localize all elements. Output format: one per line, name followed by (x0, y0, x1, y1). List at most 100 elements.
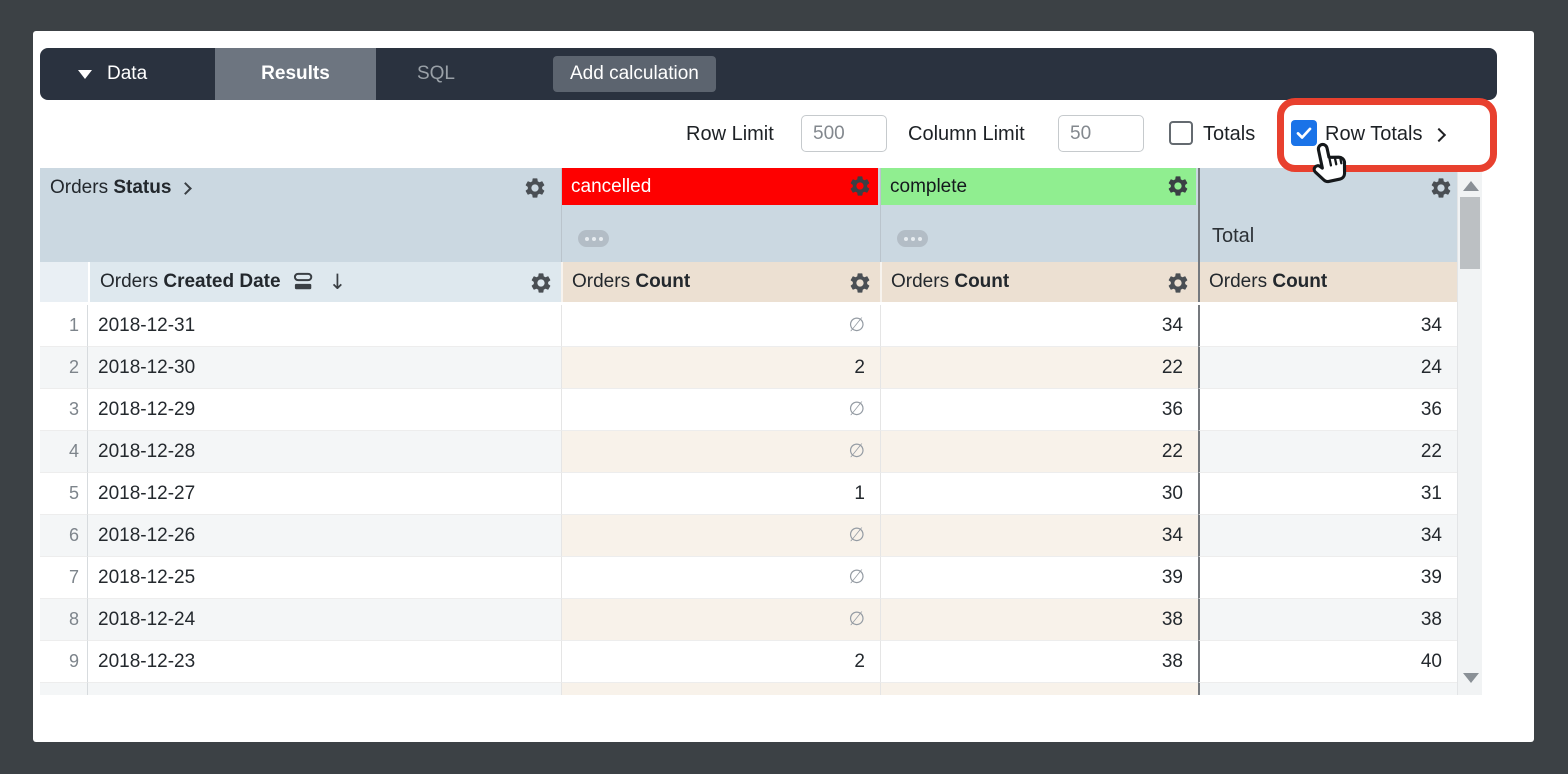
date-cell: 2018-12-30 (88, 347, 561, 389)
table-row: 3 2018-12-29 ∅ 36 36 (40, 389, 1457, 431)
row-number: 1 (40, 305, 88, 347)
scroll-up-arrow[interactable] (1463, 181, 1479, 191)
cancelled-count-cell: 2 (561, 641, 880, 683)
row-number: 6 (40, 515, 88, 557)
table-row: 4 2018-12-28 ∅ 22 22 (40, 431, 1457, 473)
orders-count-header-cancelled[interactable]: Orders Count (561, 262, 880, 302)
row-number: 8 (40, 599, 88, 641)
total-label: Total (1212, 225, 1255, 247)
column-limit-input[interactable] (1058, 115, 1144, 152)
gear-icon[interactable] (523, 176, 547, 200)
row-limit-label: Row Limit (686, 123, 774, 145)
total-count-cell: 22 (1198, 431, 1457, 473)
table-row: 9 2018-12-23 2 38 40 (40, 641, 1457, 683)
table-row: 8 2018-12-24 ∅ 38 38 (40, 599, 1457, 641)
scroll-down-arrow[interactable] (1463, 673, 1479, 683)
pivot-column-cancelled: cancelled (561, 168, 880, 262)
row-number: 9 (40, 641, 88, 683)
gear-icon[interactable] (1166, 174, 1190, 198)
date-cell: 2018-12-26 (88, 515, 561, 557)
gear-icon[interactable] (848, 271, 872, 295)
total-count-cell: 39 (1198, 557, 1457, 599)
orders-count-header-total[interactable]: Orders Count (1198, 262, 1457, 302)
total-count-cell: 31 (1198, 473, 1457, 515)
caret-down-icon (78, 69, 92, 79)
tab-data[interactable]: Data (40, 48, 215, 100)
orders-count-header-complete[interactable]: Orders Count (880, 262, 1198, 302)
complete-count-cell: 34 (880, 515, 1198, 557)
total-column-header: Total (1198, 168, 1457, 262)
row-number: 7 (40, 557, 88, 599)
gear-icon[interactable] (1166, 271, 1190, 295)
check-icon (1296, 127, 1312, 139)
tab-data-label: Data (107, 63, 148, 84)
complete-count-cell: 38 (880, 599, 1198, 641)
total-count-cell: 36 (1198, 389, 1457, 431)
pivot-column-complete: complete (880, 168, 1198, 262)
sort-desc-icon: ↓ (328, 270, 347, 294)
gear-icon[interactable] (848, 174, 872, 198)
orders-created-date-header[interactable]: Orders Created Date ↓ (88, 262, 561, 302)
tab-results-label: Results (261, 63, 330, 84)
date-cell: 2018-12-24 (88, 599, 561, 641)
add-calculation-button[interactable]: Add calculation (553, 56, 716, 92)
tab-results[interactable]: Results (215, 48, 376, 100)
vertical-scrollbar[interactable] (1457, 168, 1482, 695)
cancelled-count-cell: ∅ (561, 515, 880, 557)
scrollbar-thumb[interactable] (1460, 197, 1480, 269)
row-number-header (40, 262, 88, 302)
complete-count-cell: 38 (880, 683, 1198, 695)
cancelled-count-cell: ∅ (561, 389, 880, 431)
cancelled-count-cell: 1 (561, 473, 880, 515)
table-row: 7 2018-12-25 ∅ 39 39 (40, 557, 1457, 599)
pivot-value-complete[interactable]: complete (881, 168, 1196, 205)
total-count-cell: 40 (1198, 641, 1457, 683)
table-row: 2 2018-12-30 2 22 24 (40, 347, 1457, 389)
total-count-cell: 38 (1198, 683, 1457, 695)
cancelled-count-cell: ∅ (561, 683, 880, 695)
table-row: 5 2018-12-27 1 30 31 (40, 473, 1457, 515)
table-row: 1 2018-12-31 ∅ 34 34 (40, 305, 1457, 347)
total-count-cell: 34 (1198, 305, 1457, 347)
row-limit-input[interactable] (801, 115, 887, 152)
totals-checkbox[interactable] (1169, 121, 1193, 145)
row-number: 5 (40, 473, 88, 515)
complete-count-cell: 39 (880, 557, 1198, 599)
total-count-cell: 38 (1198, 599, 1457, 641)
complete-count-cell: 30 (880, 473, 1198, 515)
ellipsis-menu-button[interactable] (897, 230, 928, 247)
row-totals-checkbox[interactable] (1291, 120, 1317, 146)
table-body: 1 2018-12-31 ∅ 34 34 2 2018-12-30 2 22 2… (40, 305, 1457, 695)
ellipsis-menu-button[interactable] (578, 230, 609, 247)
cancelled-count-cell: ∅ (561, 599, 880, 641)
table-row: 10 2018-12-22 ∅ 38 38 (40, 683, 1457, 695)
cancelled-count-cell: ∅ (561, 557, 880, 599)
explore-tab-bar: Data Results SQL Add calculation (40, 48, 1497, 100)
date-cell: 2018-12-31 (88, 305, 561, 347)
column-limit-label: Column Limit (908, 123, 1025, 145)
gear-icon[interactable] (529, 271, 553, 295)
cancelled-count-cell: ∅ (561, 305, 880, 347)
pivot-header-row: Orders Status cancelled complete (40, 168, 1457, 262)
total-count-cell: 24 (1198, 347, 1457, 389)
complete-count-cell: 22 (880, 347, 1198, 389)
gear-icon[interactable] (1429, 176, 1453, 200)
pivot-value-cancelled[interactable]: cancelled (562, 168, 878, 205)
date-cell: 2018-12-28 (88, 431, 561, 473)
cancelled-count-cell: ∅ (561, 431, 880, 473)
date-cell: 2018-12-25 (88, 557, 561, 599)
date-cell: 2018-12-22 (88, 683, 561, 695)
orders-status-header[interactable]: Orders Status (40, 168, 561, 262)
results-table: Orders Status cancelled complete (40, 168, 1482, 695)
totals-label: Totals (1203, 123, 1256, 145)
complete-count-cell: 36 (880, 389, 1198, 431)
date-cell: 2018-12-27 (88, 473, 561, 515)
table-row: 6 2018-12-26 ∅ 34 34 (40, 515, 1457, 557)
cancelled-count-cell: 2 (561, 347, 880, 389)
row-number: 10 (40, 683, 88, 695)
date-cell: 2018-12-23 (88, 641, 561, 683)
complete-count-cell: 34 (880, 305, 1198, 347)
fill-fields-icon (293, 272, 312, 290)
tab-sql[interactable]: SQL (376, 48, 496, 100)
complete-count-cell: 22 (880, 431, 1198, 473)
